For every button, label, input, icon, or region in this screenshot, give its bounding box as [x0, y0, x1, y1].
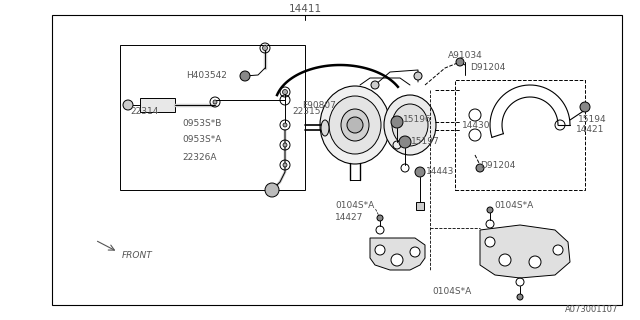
Circle shape [375, 245, 385, 255]
Circle shape [399, 136, 411, 148]
Circle shape [580, 102, 590, 112]
Circle shape [371, 81, 379, 89]
Circle shape [283, 163, 287, 167]
Polygon shape [370, 238, 425, 270]
Circle shape [265, 183, 279, 197]
Text: 14443: 14443 [426, 167, 454, 177]
Circle shape [529, 256, 541, 268]
Ellipse shape [329, 96, 381, 154]
Text: 0104S*A: 0104S*A [432, 287, 471, 297]
Text: 22314: 22314 [130, 108, 158, 116]
Text: 0104S*A: 0104S*A [335, 201, 374, 210]
Circle shape [476, 164, 484, 172]
Circle shape [553, 245, 563, 255]
Bar [120, 45, 305, 190]
Circle shape [456, 58, 464, 66]
Circle shape [487, 207, 493, 213]
Text: 0104S*A: 0104S*A [494, 201, 533, 210]
Circle shape [415, 167, 425, 177]
Text: 22315: 22315 [292, 108, 321, 116]
Bar [140, 98, 175, 112]
Text: D91204: D91204 [470, 63, 506, 73]
Circle shape [517, 294, 523, 300]
Text: 14430: 14430 [462, 121, 490, 130]
Ellipse shape [341, 109, 369, 141]
Text: 22326A: 22326A [182, 153, 216, 162]
Bar [416, 202, 424, 210]
Bar [455, 80, 585, 190]
Text: 15194: 15194 [578, 116, 607, 124]
Text: H403542: H403542 [186, 70, 227, 79]
Text: D91204: D91204 [480, 161, 515, 170]
Circle shape [123, 100, 133, 110]
Circle shape [283, 123, 287, 127]
Text: 0953S*B: 0953S*B [182, 119, 221, 129]
Circle shape [414, 72, 422, 80]
Circle shape [410, 247, 420, 257]
Text: A91034: A91034 [448, 51, 483, 60]
Circle shape [391, 254, 403, 266]
Circle shape [282, 90, 287, 94]
Text: 15197: 15197 [411, 138, 440, 147]
Circle shape [499, 254, 511, 266]
Text: 14427: 14427 [335, 213, 364, 222]
Circle shape [283, 143, 287, 147]
Text: 14421: 14421 [576, 125, 604, 134]
Circle shape [213, 100, 217, 104]
Circle shape [391, 116, 403, 128]
Ellipse shape [384, 95, 436, 155]
Bar [52, 15, 622, 305]
Ellipse shape [320, 86, 390, 164]
Text: FRONT: FRONT [122, 251, 153, 260]
Text: 15196: 15196 [403, 116, 432, 124]
Ellipse shape [321, 120, 329, 136]
Circle shape [485, 237, 495, 247]
Text: 14411: 14411 [289, 4, 321, 14]
Circle shape [240, 71, 250, 81]
Circle shape [347, 117, 363, 133]
Ellipse shape [392, 104, 428, 146]
Text: F90807: F90807 [302, 101, 336, 110]
Text: A073001107: A073001107 [564, 306, 618, 315]
Polygon shape [480, 225, 570, 278]
Text: 0953S*A: 0953S*A [182, 135, 221, 145]
Circle shape [377, 215, 383, 221]
Circle shape [262, 45, 268, 51]
